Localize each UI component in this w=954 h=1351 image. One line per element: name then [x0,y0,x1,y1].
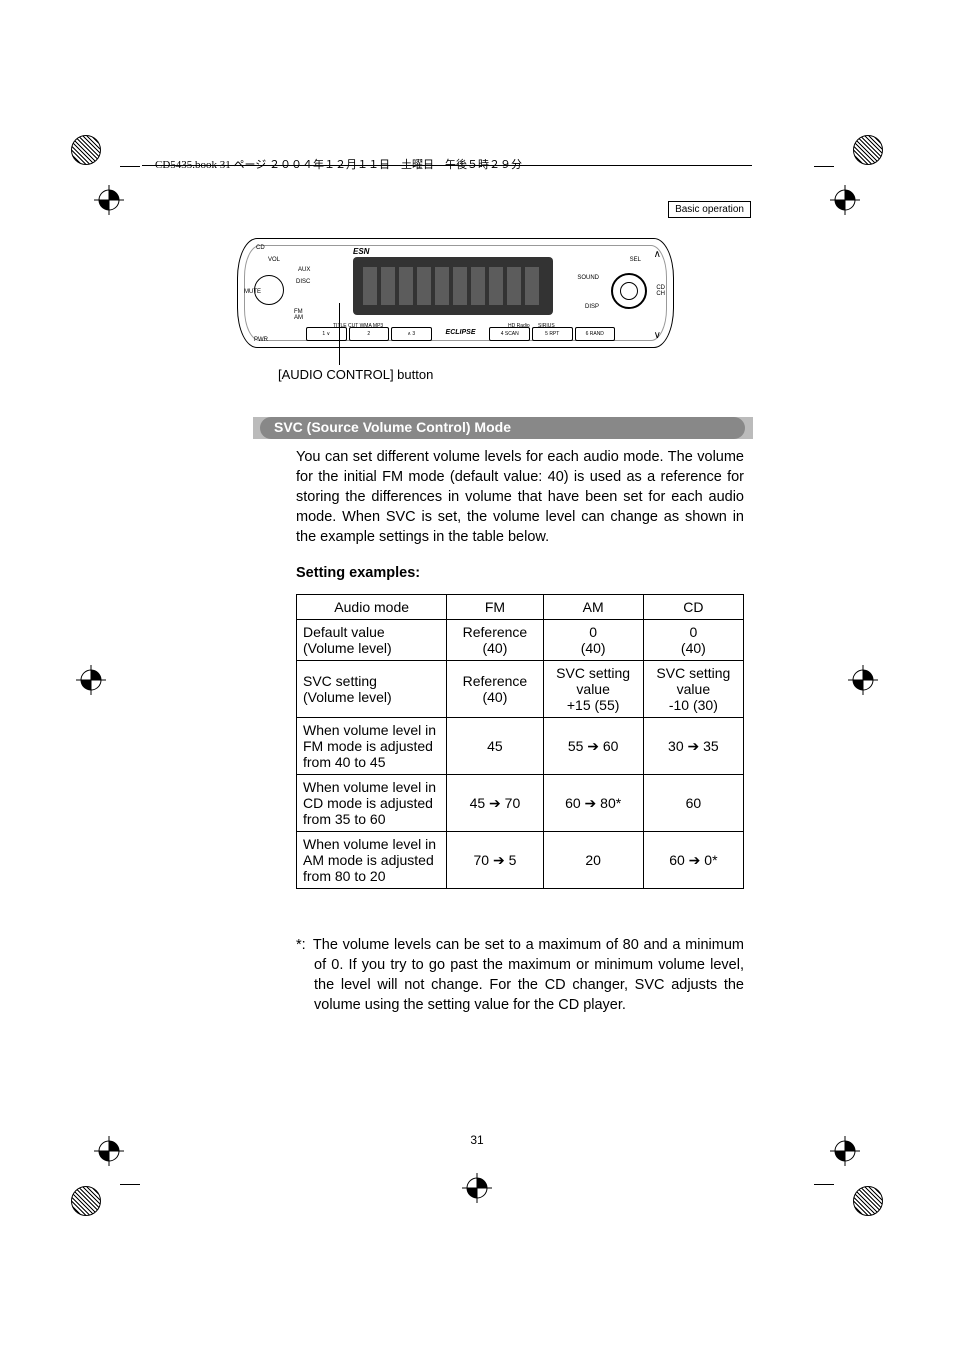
table-cell: 45 [447,718,543,775]
table-cell: 45 ➔ 70 [447,775,543,832]
reg-mark-tl [94,185,124,215]
crop-ball-tr [853,135,883,165]
table-cell: When volume level in CD mode is adjusted… [297,775,447,832]
preset-button: ∧ 3 [391,327,432,341]
lcd-display-icon [353,257,553,315]
device-label: DISP [585,304,599,310]
preset-button: 2 [349,327,390,341]
footnote: *: The volume levels can be set to a max… [296,935,744,1015]
preset-button: 6 RAND [575,327,616,341]
reg-mark-mr [848,665,878,695]
crop-tick [120,1184,140,1185]
table-cell: 20 [543,832,643,889]
device-label: ∧ [654,249,661,260]
table-cell: 70 ➔ 5 [447,832,543,889]
table-header: AM [543,595,643,620]
preset-button-row: 1 ∨ 2 ∧ 3 ECLIPSE 4 SCAN 5 RPT 6 RAND [306,327,615,341]
table-cell: 60 ➔ 0* [643,832,743,889]
table-cell: 55 ➔ 60 [543,718,643,775]
device-label: CD [256,245,265,251]
preset-button: 5 RPT [532,327,573,341]
table-header: Audio mode [297,595,447,620]
table-row: SVC setting (Volume level) Reference (40… [297,661,744,718]
table-row: When volume level in FM mode is adjusted… [297,718,744,775]
table-row: When volume level in CD mode is adjusted… [297,775,744,832]
table-cell: When volume level in FM mode is adjusted… [297,718,447,775]
device-illustration: CD VOL AUX DISC FM AM MUTE PWR ESN SEL S… [237,238,674,348]
crop-ball-br [853,1186,883,1216]
preset-button: 1 ∨ [306,327,347,341]
table-cell: 0 (40) [643,620,743,661]
table-cell: SVC setting value -10 (30) [643,661,743,718]
table-header: CD [643,595,743,620]
crop-tick [814,166,834,167]
device-label: AUX [298,267,310,273]
table-header-row: Audio mode FM AM CD [297,595,744,620]
reg-mark-ml [76,665,106,695]
device-label: ESN [353,247,369,256]
crop-ball-bl [71,1186,101,1216]
reg-mark-tr [830,185,860,215]
audio-control-knob-icon [611,273,647,309]
device-label: CD CH [656,285,665,297]
device-label: MUTE [244,289,261,295]
table-cell: 60 [643,775,743,832]
table-cell: Reference (40) [447,620,543,661]
device-label: FM AM [294,309,303,321]
crop-ball-tl [71,135,101,165]
device-label: ∨ [654,330,661,341]
table-cell: 60 ➔ 80* [543,775,643,832]
table-header: FM [447,595,543,620]
table-cell: SVC setting value +15 (55) [543,661,643,718]
body-paragraph: You can set different volume levels for … [296,447,744,547]
crop-tick [814,1184,834,1185]
crop-tick [120,166,140,167]
device-caption: [AUDIO CONTROL] button [278,367,433,382]
setting-examples-label: Setting examples: [296,565,420,581]
svc-settings-table: Audio mode FM AM CD Default value (Volum… [296,594,744,889]
table-row: Default value (Volume level) Reference (… [297,620,744,661]
device-label: PWR [254,337,268,343]
section-header: SVC (Source Volume Control) Mode [260,417,745,439]
device-label: SEL [630,257,641,263]
table-cell: 0 (40) [543,620,643,661]
section-title: SVC (Source Volume Control) Mode [274,419,511,435]
leader-line [339,303,340,365]
device-label: DISC [296,279,310,285]
table-cell: 30 ➔ 35 [643,718,743,775]
table-cell: When volume level in AM mode is adjusted… [297,832,447,889]
reg-mark-bc [462,1173,492,1203]
device-label: SOUND [577,275,599,281]
page-number: 31 [0,1133,954,1147]
table-cell: SVC setting (Volume level) [297,661,447,718]
table-row: When volume level in AM mode is adjusted… [297,832,744,889]
device-label: VOL [268,257,280,263]
running-header: CD5435.book 31 ページ ２００４年１２月１１日 土曜日 午後５時２… [155,156,522,172]
section-tag: Basic operation [668,201,751,218]
table-cell: Reference (40) [447,661,543,718]
table-cell: Default value (Volume level) [297,620,447,661]
preset-button: 4 SCAN [489,327,530,341]
preset-button: ECLIPSE [434,327,488,341]
